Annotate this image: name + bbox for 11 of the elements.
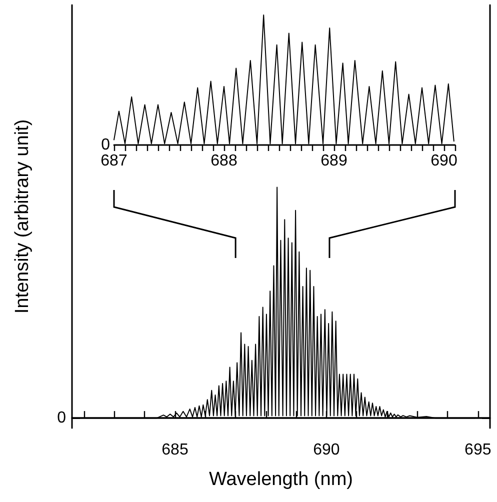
text: 0 <box>57 410 66 427</box>
x-tick-label: 690 <box>313 442 340 458</box>
x-tick-label: 689 <box>320 152 348 170</box>
x-tick-label: 688 <box>210 152 238 170</box>
x-tick-label: 687 <box>100 152 128 170</box>
text: 0 <box>101 136 110 154</box>
x-tick-label: 690 <box>430 152 458 170</box>
y-axis-title: Intensity (arbitrary unit) <box>12 119 33 314</box>
x-tick-label: 695 <box>464 442 492 458</box>
x-tick-label: 685 <box>162 442 188 458</box>
x-axis-title: Wavelength (nm) <box>209 469 353 490</box>
